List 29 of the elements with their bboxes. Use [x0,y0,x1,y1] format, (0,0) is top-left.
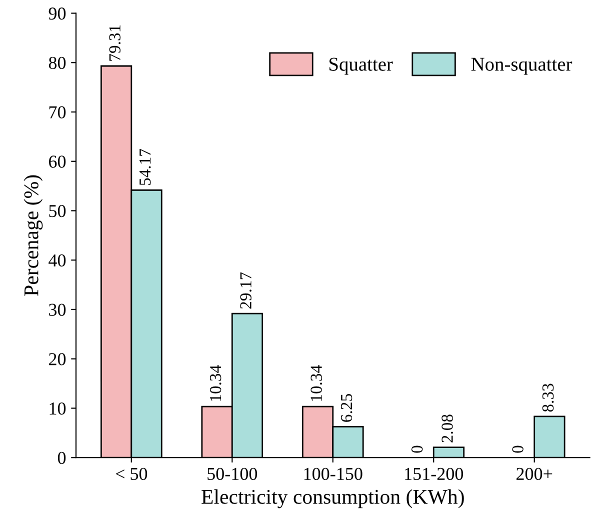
data-label: 0 [512,446,524,453]
x-tick-label: 200+ [516,468,552,480]
legend-label: Squatter [329,58,393,75]
y-tick-label: 30 [49,304,66,316]
y-tick-label: 70 [49,106,66,118]
legend-label: Non-squatter [471,58,572,75]
x-tick-label: < 50 [116,468,148,480]
y-tick-label: 60 [49,156,66,168]
x-axis-title: Electricity consumption (KWh) [202,489,464,508]
x-tick-label: 151-200 [405,468,464,480]
data-label: 2.08 [442,414,453,442]
y-tick-label: 90 [48,7,66,20]
data-label: 0 [411,446,423,453]
y-axis-title: Percenage (%) [24,175,43,296]
data-label: 10.34 [210,365,222,401]
data-label: 6.25 [340,394,352,422]
data-label: 79.31 [109,25,121,61]
y-tick-label: 50 [49,204,66,218]
y-tick-label: 0 [58,452,66,464]
y-tick-label: 40 [48,254,66,267]
y-tick-label: 80 [48,56,66,70]
x-tick-label: 50-100 [208,468,258,480]
x-tick-label: 100-150 [304,468,362,480]
data-label: 8.33 [542,384,554,412]
y-tick-label: 10 [50,402,66,415]
data-label: 54.17 [140,148,151,185]
data-label: 10.34 [310,365,322,401]
y-tick-label: 20 [49,353,66,366]
data-label: 29.17 [240,272,252,309]
